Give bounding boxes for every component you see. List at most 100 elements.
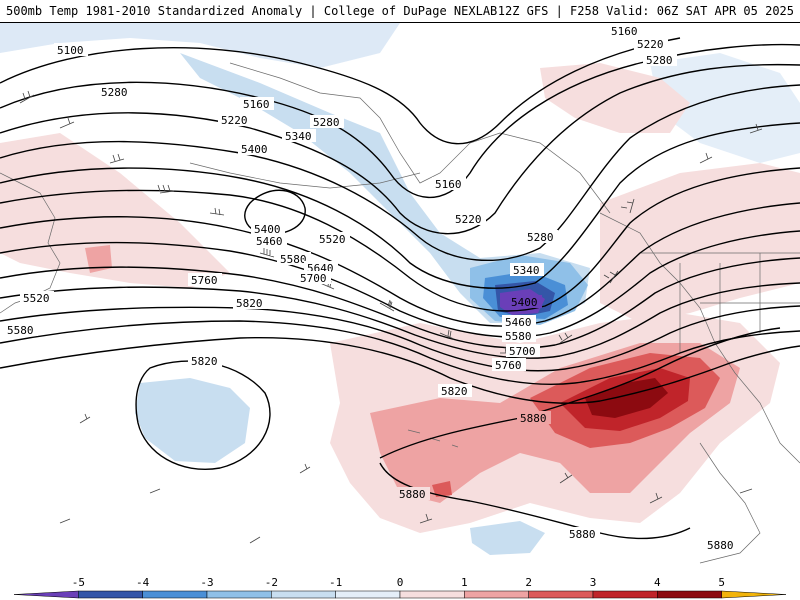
contour-label: 5760 bbox=[492, 358, 526, 372]
colorbar-tick-label: -4 bbox=[136, 576, 150, 589]
contour-label: 5760 bbox=[188, 273, 222, 287]
wind-barb bbox=[59, 117, 75, 129]
wind-barb bbox=[419, 513, 433, 524]
contour-5700 bbox=[0, 305, 800, 372]
colorbar-bin bbox=[399, 590, 465, 599]
anomaly-negative-subtropical bbox=[135, 378, 250, 463]
svg-text:5820: 5820 bbox=[191, 355, 218, 368]
colorbar-tick-label: -1 bbox=[329, 576, 342, 589]
colorbar-tick-label: 0 bbox=[397, 576, 404, 589]
model-run-info: 12Z GFS | F258 Valid: 06Z SAT APR 05 202… bbox=[497, 4, 794, 18]
svg-text:5280: 5280 bbox=[527, 231, 554, 244]
svg-text:5400: 5400 bbox=[254, 223, 281, 236]
colorbar-bin bbox=[271, 590, 336, 599]
contour-5400 bbox=[0, 167, 800, 312]
anomaly-negative-arctic bbox=[0, 23, 400, 68]
svg-text:5400: 5400 bbox=[241, 143, 268, 156]
contour-label: 5820 bbox=[233, 296, 267, 310]
anomaly-negative-trough-outer bbox=[180, 53, 590, 323]
colorbar-bin bbox=[335, 590, 401, 599]
contour-label: 5220 bbox=[634, 37, 668, 51]
contour-5220 bbox=[0, 63, 800, 235]
svg-text:5460: 5460 bbox=[256, 235, 283, 248]
anomaly-positive-east-ridge bbox=[600, 163, 800, 323]
contour-label: 5460 bbox=[502, 315, 536, 329]
contour-label: 5880 bbox=[704, 538, 738, 552]
wind-barb bbox=[603, 270, 619, 284]
svg-text:5820: 5820 bbox=[236, 297, 263, 310]
contour-label: 5100 bbox=[54, 43, 88, 57]
mexico-coastline bbox=[699, 442, 761, 564]
wind-barb bbox=[558, 332, 573, 344]
wind-barb bbox=[699, 152, 713, 164]
svg-text:5700: 5700 bbox=[300, 272, 327, 285]
contour-label: 5340 bbox=[282, 129, 316, 143]
wind-barb bbox=[209, 207, 225, 216]
svg-text:5880: 5880 bbox=[569, 528, 596, 541]
wind-barb bbox=[649, 492, 663, 504]
colorbar-tick-label: -5 bbox=[72, 576, 85, 589]
aleutian-chain bbox=[189, 162, 421, 189]
svg-text:5220: 5220 bbox=[637, 38, 664, 51]
contour-label: 5520 bbox=[316, 232, 350, 246]
anomaly-positive-west-spot bbox=[85, 245, 112, 273]
svg-text:5460: 5460 bbox=[505, 316, 532, 329]
colorbar-tick-label: -3 bbox=[200, 576, 213, 589]
contour-5280 bbox=[0, 84, 800, 262]
contour-label: 5400 bbox=[508, 295, 542, 309]
contour-label: 5580 bbox=[502, 329, 536, 343]
contour-label: 5280 bbox=[310, 115, 344, 129]
contour-label: 5700 bbox=[297, 271, 331, 285]
contour-5520 bbox=[0, 230, 800, 338]
contour-label: 5160 bbox=[240, 97, 274, 111]
svg-text:5520: 5520 bbox=[23, 292, 50, 305]
svg-text:5580: 5580 bbox=[505, 330, 532, 343]
map-title: 500mb Temp 1981-2010 Standardized Anomal… bbox=[6, 4, 498, 18]
colorbar-bin bbox=[721, 590, 787, 599]
svg-text:5340: 5340 bbox=[285, 130, 312, 143]
anomaly-colorbar: -5 -4 -3 -2 -1 0 1 2 3 4 5 bbox=[0, 574, 800, 600]
wind-barb bbox=[620, 198, 635, 214]
contour-label: 5220 bbox=[452, 212, 486, 226]
wind-barb bbox=[379, 299, 395, 312]
wind-barb bbox=[19, 90, 35, 104]
wind-barb bbox=[79, 413, 91, 424]
contour-labels: 5100 5160 5220 5280 5280 5160 5220 5280 … bbox=[4, 24, 738, 552]
colorbar-tick-labels: -5 -4 -3 -2 -1 0 1 2 3 4 5 bbox=[72, 576, 725, 589]
colorbar-tick-label: 4 bbox=[654, 576, 661, 589]
anomaly-map: 5100 5160 5220 5280 5280 5160 5220 5280 … bbox=[0, 23, 800, 573]
contour-label: 5460 bbox=[253, 234, 287, 248]
colorbar-bin bbox=[657, 590, 722, 599]
svg-text:5760: 5760 bbox=[495, 359, 522, 372]
contour-label: 5880 bbox=[517, 411, 551, 425]
wind-barb bbox=[149, 488, 161, 494]
anomaly-negative-south bbox=[470, 521, 545, 555]
colorbar-bin bbox=[142, 590, 208, 599]
contour-label: 5280 bbox=[524, 230, 558, 244]
contour-5100 bbox=[0, 37, 681, 145]
svg-text:5280: 5280 bbox=[101, 86, 128, 99]
contour-label: 5700 bbox=[506, 344, 540, 358]
north-america-coastline bbox=[599, 212, 800, 464]
svg-text:5700: 5700 bbox=[509, 345, 536, 358]
state-borders bbox=[679, 253, 800, 353]
contour-5640 bbox=[0, 282, 800, 359]
svg-text:5880: 5880 bbox=[707, 539, 734, 552]
svg-text:5520: 5520 bbox=[319, 233, 346, 246]
colorbar-tick-label: 2 bbox=[525, 576, 532, 589]
wind-barbs bbox=[19, 90, 763, 544]
contour-label: 5220 bbox=[218, 113, 252, 127]
wind-barb bbox=[259, 248, 275, 258]
contour-5820-high bbox=[135, 360, 271, 470]
svg-text:5160: 5160 bbox=[611, 25, 638, 38]
wind-barb bbox=[59, 518, 71, 524]
contour-label: 5160 bbox=[432, 177, 466, 191]
alaska-coastline bbox=[229, 62, 611, 214]
svg-text:5100: 5100 bbox=[57, 44, 84, 57]
contour-5400-low bbox=[244, 189, 306, 235]
map-header: 500mb Temp 1981-2010 Standardized Anomal… bbox=[0, 0, 800, 23]
contour-label: 5280 bbox=[643, 53, 677, 67]
contour-label: 5340 bbox=[510, 263, 544, 277]
svg-text:5220: 5220 bbox=[221, 114, 248, 127]
wind-barb bbox=[439, 329, 455, 340]
